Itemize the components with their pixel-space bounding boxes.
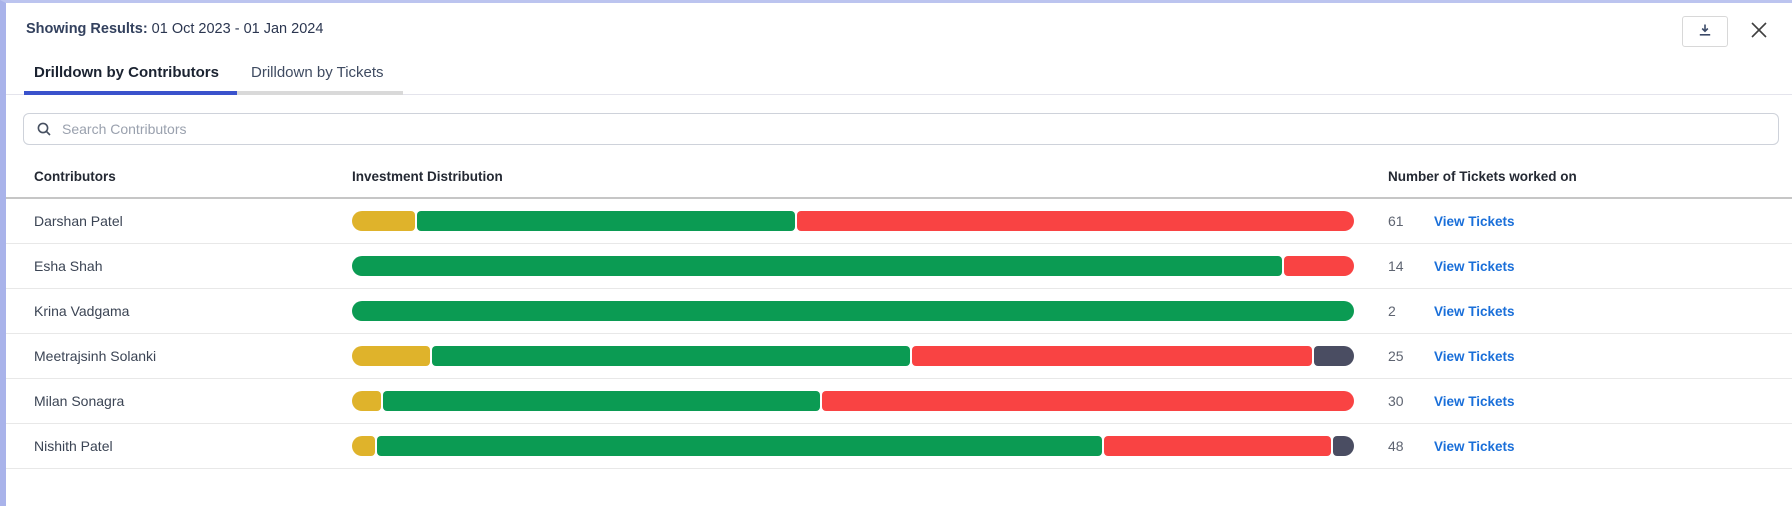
investment-distribution-bar [352,346,1354,366]
contributor-name: Milan Sonagra [34,393,125,409]
download-button[interactable] [1682,16,1728,47]
tab-drilldown-by-tickets[interactable]: Drilldown by Tickets [237,64,403,95]
view-tickets-link[interactable]: View Tickets [1434,393,1515,409]
table-row: Nishith Patel 48 View Tickets [6,424,1792,469]
investment-distribution-bar [352,256,1354,276]
contributor-name: Nishith Patel [34,438,113,454]
tickets-count: 2 [1388,303,1396,319]
table-header: Contributors Investment Distribution Num… [6,169,1792,199]
tickets-count: 25 [1388,348,1404,364]
tab-label: Drilldown by Tickets [251,64,384,81]
contributor-name: Darshan Patel [34,213,123,229]
tickets-count: 48 [1388,438,1404,454]
table-row: Esha Shah 14 View Tickets [6,244,1792,289]
search-bar [23,113,1779,145]
column-header-number-of-tickets: Number of Tickets worked on [1388,169,1577,184]
tickets-count: 30 [1388,393,1404,409]
contributor-name: Meetrajsinh Solanki [34,348,157,364]
showing-results-label: Showing Results: [26,21,148,37]
investment-distribution-bar [352,436,1354,456]
download-icon [1697,22,1713,41]
investment-distribution-bar [352,211,1354,231]
view-tickets-link[interactable]: View Tickets [1434,303,1515,319]
panel-header: Showing Results: 01 Oct 2023 - 01 Jan 20… [6,3,1792,47]
showing-results-text: Showing Results: 01 Oct 2023 - 01 Jan 20… [26,16,323,37]
investment-distribution-bar [352,301,1354,321]
tab-bar: Drilldown by Contributors Drilldown by T… [6,64,1792,95]
tab-label: Drilldown by Contributors [34,64,219,81]
column-header-investment-distribution: Investment Distribution [352,169,503,184]
contributor-name: Esha Shah [34,258,103,274]
search-icon [36,121,52,137]
investment-distribution-bar [352,391,1354,411]
header-actions [1682,16,1774,47]
view-tickets-link[interactable]: View Tickets [1434,213,1515,229]
view-tickets-link[interactable]: View Tickets [1434,258,1515,274]
view-tickets-link[interactable]: View Tickets [1434,438,1515,454]
close-icon [1748,19,1770,44]
table-body: Darshan Patel 61 View Tickets Esha Shah … [6,199,1792,469]
table-row: Darshan Patel 61 View Tickets [6,199,1792,244]
date-range-text: 01 Oct 2023 - 01 Jan 2024 [147,21,324,37]
tickets-count: 14 [1388,258,1404,274]
search-input[interactable] [62,121,1766,137]
tickets-count: 61 [1388,213,1404,229]
tab-drilldown-by-contributors[interactable]: Drilldown by Contributors [24,64,237,95]
close-button[interactable] [1744,16,1774,47]
column-header-contributors: Contributors [34,169,116,184]
table-row: Milan Sonagra 30 View Tickets [6,379,1792,424]
contributor-name: Krina Vadgama [34,303,130,319]
table-row: Meetrajsinh Solanki 25 View Tickets [6,334,1792,379]
view-tickets-link[interactable]: View Tickets [1434,348,1515,364]
table-row: Krina Vadgama 2 View Tickets [6,289,1792,334]
